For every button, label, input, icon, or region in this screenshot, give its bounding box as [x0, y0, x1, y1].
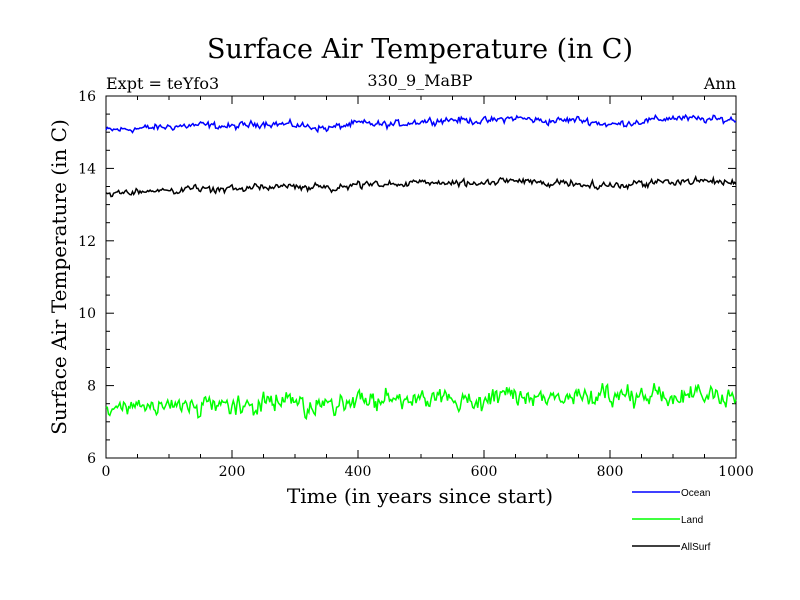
x-tick-label: 0 — [102, 464, 111, 480]
y-tick-label: 8 — [87, 379, 96, 395]
legend-label-ocean: Ocean — [681, 488, 710, 499]
legend-label-allsurf: AllSurf — [681, 542, 711, 553]
y-tick-label: 12 — [78, 234, 96, 250]
series-layer — [105, 113, 737, 421]
plot-frame — [105, 95, 737, 459]
season-label: Ann — [703, 74, 736, 93]
expt-label: Expt = teYfo3 — [106, 74, 219, 93]
period-label: 330_9_MaBP — [367, 71, 472, 90]
axis-ticks: 0 200 400 600 800 1000 6 8 10 12 14 16 — [78, 89, 754, 480]
series-line-ocean — [105, 113, 737, 134]
y-tick-label: 6 — [87, 451, 96, 467]
series-line-allsurf — [105, 174, 737, 198]
y-axis-label: Surface Air Temperature (in C) — [47, 119, 71, 435]
y-tick-label: 10 — [78, 306, 96, 322]
y-tick-label: 14 — [78, 161, 96, 177]
y-tick-label: 16 — [78, 89, 96, 105]
x-tick-label: 800 — [597, 464, 624, 480]
legend: Ocean Land AllSurf — [632, 488, 711, 553]
chart-title: Surface Air Temperature (in C) — [207, 34, 633, 65]
series-line-land — [105, 382, 737, 421]
legend-label-land: Land — [681, 515, 703, 526]
x-tick-label: 1000 — [718, 464, 754, 480]
x-tick-label: 200 — [219, 464, 246, 480]
x-tick-label: 400 — [345, 464, 372, 480]
x-axis-label: Time (in years since start) — [287, 484, 553, 508]
x-tick-label: 600 — [471, 464, 498, 480]
